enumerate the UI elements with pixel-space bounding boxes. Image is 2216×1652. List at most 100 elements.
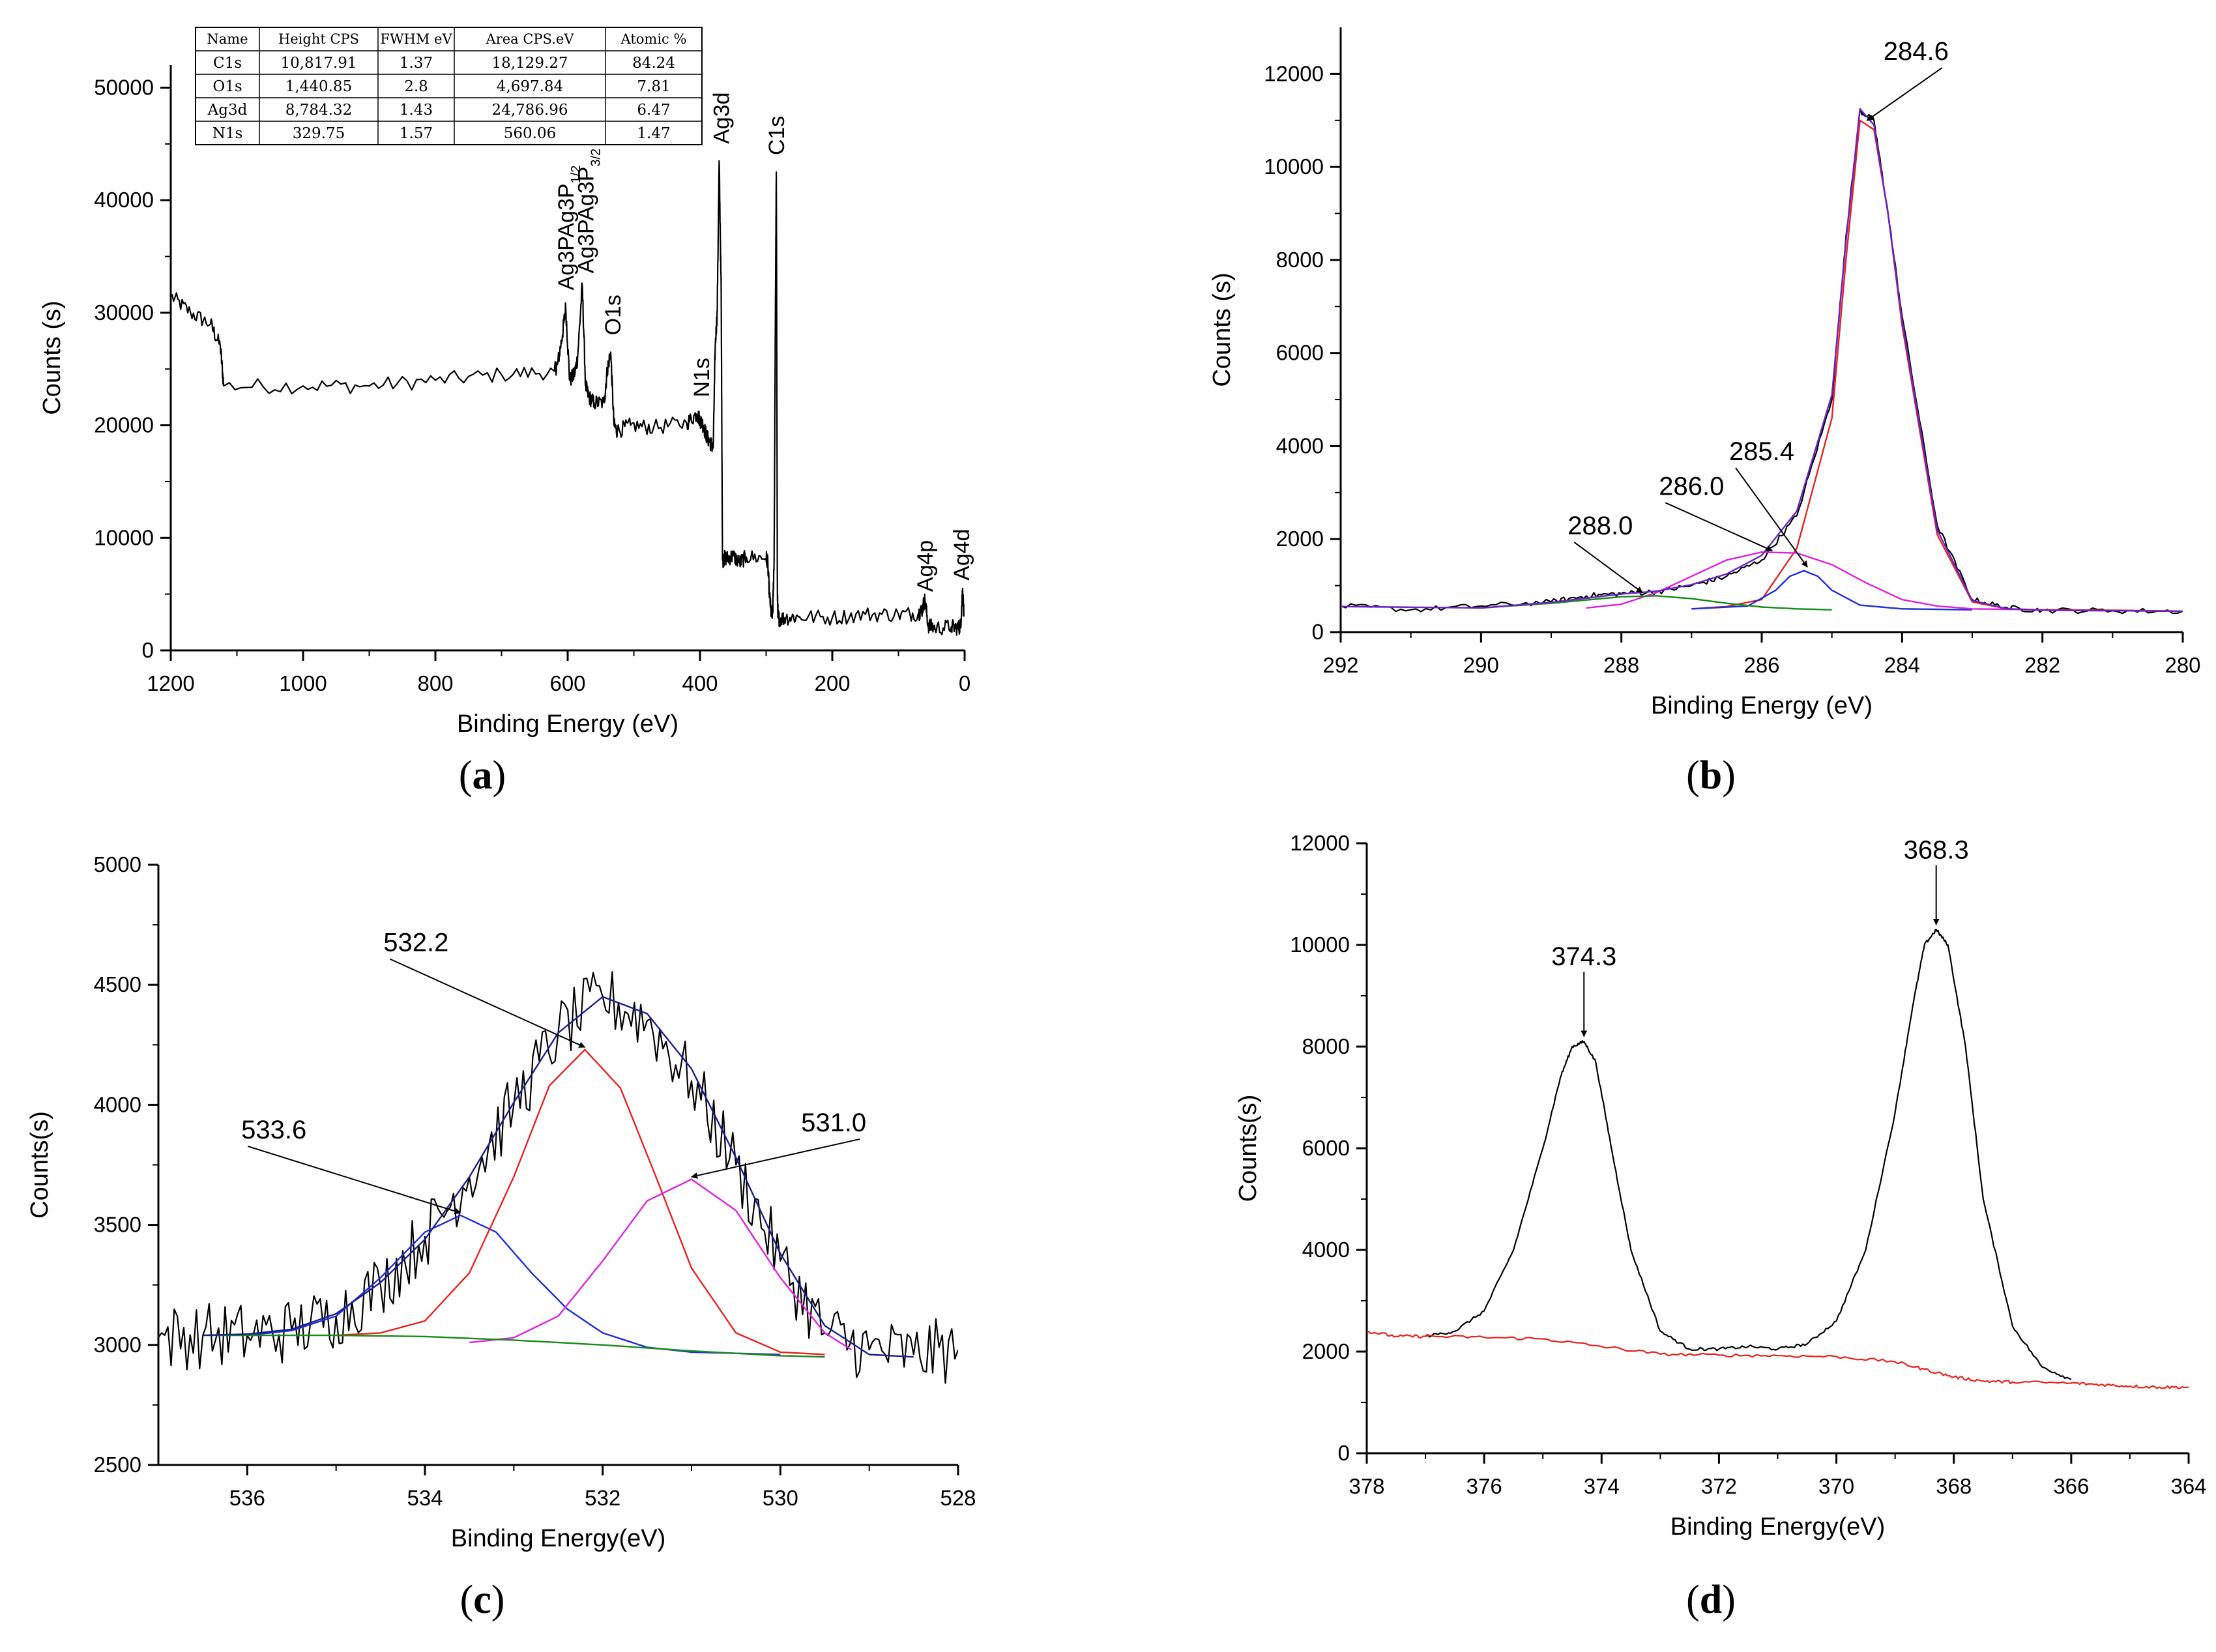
table-cell: 1.57 <box>400 125 433 142</box>
table-cell: 10,817.91 <box>280 55 357 72</box>
peak-label: O1s <box>601 295 626 335</box>
peak-label-group: O1s <box>601 295 626 335</box>
panel-label: (c) <box>460 1578 505 1622</box>
table-cell: 1.43 <box>400 102 433 119</box>
y-tick-label: 12000 <box>1264 61 1324 85</box>
table-cell: 560.06 <box>504 125 556 142</box>
peak-arrow <box>1665 502 1773 551</box>
y-tick-label: 12000 <box>1290 831 1350 855</box>
y-tick-label: 4000 <box>1276 433 1324 457</box>
peak-label: N1s <box>690 358 714 397</box>
series-line-532-2 <box>336 1049 825 1355</box>
peak-label: 368.3 <box>1904 835 1969 864</box>
x-tick-label: 200 <box>814 671 850 695</box>
x-tick-label: 528 <box>940 1486 976 1510</box>
y-tick-label: 40000 <box>94 188 154 212</box>
peak-arrow <box>691 1138 860 1179</box>
x-tick-label: 800 <box>417 671 453 695</box>
y-tick-label: 50000 <box>94 76 154 100</box>
panel-label-paren: ) <box>1722 1578 1736 1622</box>
table-cell: 24,786.96 <box>491 102 568 119</box>
panel-label-paren: ( <box>1686 753 1700 798</box>
peak-label-group: Ag4p <box>913 540 938 592</box>
peak-arrow <box>1573 542 1643 594</box>
y-tick-label: 3500 <box>94 1213 141 1237</box>
x-tick-label: 0 <box>959 671 970 695</box>
table-cell: 6.47 <box>637 102 670 119</box>
x-tick-label: 532 <box>585 1486 620 1510</box>
chart-panel-d: 378 376 374 372 370 368 366 364 0 2000 4000 6000 800… <box>1234 831 2207 1622</box>
table-cell: 18,129.27 <box>491 55 568 72</box>
y-tick-label: 20000 <box>94 413 154 437</box>
panel-label: (d) <box>1686 1578 1736 1622</box>
x-tick-label: 374 <box>1584 1474 1620 1498</box>
panel-label-paren: ) <box>491 1578 505 1622</box>
x-axis-title: Binding Energy (eV) <box>457 710 678 738</box>
panel-label-paren: ( <box>459 753 473 798</box>
x-axis-title: Binding Energy (eV) <box>1651 692 1873 719</box>
table-cell: 4,697.84 <box>497 78 563 95</box>
x-tick-label: 372 <box>1701 1474 1737 1498</box>
peak-label-group: Ag3PAg3P3/2 <box>574 149 603 274</box>
peak-label: 284.6 <box>1884 37 1949 66</box>
peak-label-group: Ag3PAg3P1/2 <box>554 166 583 291</box>
x-tick-label: 536 <box>229 1486 265 1510</box>
peak-label: Ag3PAg3P3/2 <box>574 149 603 274</box>
series-line-raw <box>1341 109 2183 615</box>
table-cell: N1s <box>212 125 243 142</box>
y-tick-label: 2000 <box>1276 527 1324 551</box>
table-cell: 2.8 <box>404 78 428 95</box>
y-tick-label: 0 <box>1338 1441 1350 1465</box>
y-tick-label: 5000 <box>94 852 141 877</box>
table-cell: 1.37 <box>400 55 433 72</box>
x-tick-label: 282 <box>2024 653 2060 677</box>
series-line-533-6 <box>247 1214 781 1355</box>
x-tick-label: 600 <box>549 671 585 695</box>
x-tick-label: 292 <box>1322 653 1358 677</box>
y-tick-label: 6000 <box>1276 341 1324 365</box>
peak-label: Ag3d <box>709 92 734 143</box>
series-line-c-c-284-6 <box>1691 119 2183 613</box>
y-tick-label: 8000 <box>1276 248 1324 272</box>
series-line-fit-envelope <box>203 996 914 1358</box>
table-cell: 84.24 <box>632 55 675 72</box>
panel-label-letter: c <box>473 1578 491 1622</box>
series-line-c-o-288-0 <box>1481 595 1832 611</box>
table-header-cell: Height CPS <box>278 31 359 47</box>
peak-label-subscript: 1/2 <box>569 166 583 184</box>
peak-arrow <box>247 1146 461 1215</box>
x-tick-label: 400 <box>682 671 718 695</box>
x-tick-label: 378 <box>1349 1474 1384 1498</box>
peak-label-group: Ag4d <box>950 529 974 581</box>
chart-panel-a: 1200 1000 800 600 400 200 00100002000030000400… <box>38 27 974 798</box>
peak-label-subscript: 3/2 <box>589 149 603 167</box>
y-tick-label: 4000 <box>94 1092 141 1116</box>
chart-panel-c: 536 534 532 530 528 2500 3000 3500 4000 4500 5000 B… <box>26 852 976 1622</box>
x-tick-label: 1200 <box>147 671 194 695</box>
peak-label-group: N1s <box>690 358 714 397</box>
peak-arrow <box>389 958 586 1048</box>
x-axis-title: Binding Energy(eV) <box>451 1525 666 1552</box>
series-line-fit-envelope <box>1341 108 2183 613</box>
y-tick-label: 3000 <box>94 1333 141 1357</box>
peak-label: 286.0 <box>1659 472 1724 500</box>
y-tick-label: 0 <box>142 638 154 662</box>
table-cell: Ag3d <box>207 102 248 119</box>
peak-label: 531.0 <box>801 1109 866 1137</box>
peak-label: 374.3 <box>1551 942 1616 971</box>
table-header-cell: FWHM eV <box>380 31 452 47</box>
y-tick-label: 10000 <box>1290 933 1350 957</box>
x-tick-label: 288 <box>1603 653 1639 677</box>
peak-label-group: Ag3d <box>709 92 734 143</box>
y-tick-label: 10000 <box>1264 154 1324 179</box>
panel-label-paren: ) <box>1722 753 1736 798</box>
peak-label: Ag4d <box>950 529 974 581</box>
x-tick-label: 290 <box>1463 653 1499 677</box>
panel-label-letter: d <box>1700 1578 1722 1622</box>
table-header-cell: Area CPS.eV <box>486 31 575 47</box>
y-tick-label: 0 <box>1312 620 1324 644</box>
peak-label: 288.0 <box>1567 512 1633 540</box>
x-tick-label: 368 <box>1936 1474 1972 1498</box>
y-tick-label: 10000 <box>94 525 154 549</box>
x-tick-label: 376 <box>1466 1474 1502 1498</box>
